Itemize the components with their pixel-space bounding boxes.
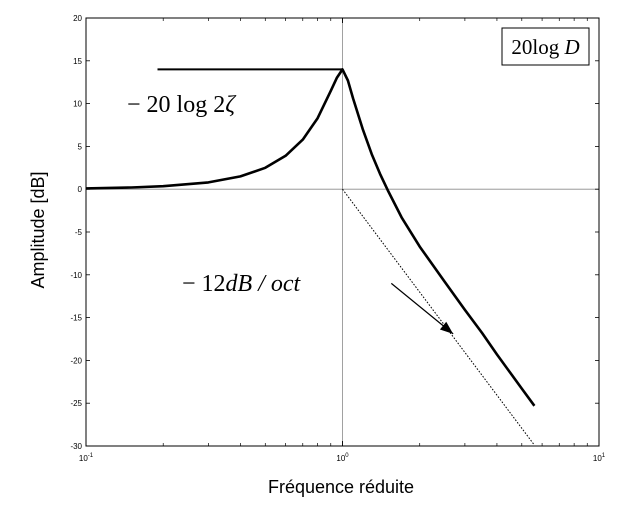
box-label: 20log D bbox=[511, 35, 579, 59]
y-tick-label: -15 bbox=[70, 314, 82, 323]
reference-lines bbox=[86, 18, 599, 446]
y-tick-label: 10 bbox=[73, 100, 82, 109]
y-tick-label: -20 bbox=[70, 356, 82, 365]
x-tick-label: 101 bbox=[593, 453, 606, 463]
y-tick-label: -25 bbox=[70, 399, 82, 408]
peak-label: − 20 log 2ζ bbox=[127, 92, 237, 118]
y-tick-label: -30 bbox=[70, 442, 82, 451]
x-axis-title: Fréquence réduite bbox=[268, 477, 414, 497]
annotations: 20log D − 20 log 2ζ − 12dB / oct bbox=[127, 27, 590, 335]
y-tick-label: -10 bbox=[70, 271, 82, 280]
y-tick-label: 20 bbox=[73, 14, 82, 23]
box-label-frame bbox=[501, 27, 590, 66]
slope-label: − 12dB / oct bbox=[182, 271, 302, 297]
axis-ticks: 20 15 10 5 0 -5 -10 -15 -20 -25 -30 10-1 100 101 bbox=[70, 14, 605, 463]
x-tick-label: 10-1 bbox=[79, 453, 94, 463]
y-tick-label: 5 bbox=[78, 142, 83, 151]
arrow-shaft bbox=[390, 282, 454, 335]
y-tick-label: -5 bbox=[75, 228, 83, 237]
arrow-head bbox=[439, 321, 454, 334]
x-tick-label: 100 bbox=[336, 453, 349, 463]
y-axis-title: Amplitude [dB] bbox=[28, 171, 48, 288]
series-layer bbox=[85, 68, 536, 446]
amplitude-curve bbox=[85, 68, 536, 407]
y-tick-label: 15 bbox=[73, 57, 82, 66]
y-tick-label: 0 bbox=[78, 185, 83, 194]
asymptote-line bbox=[342, 188, 535, 446]
